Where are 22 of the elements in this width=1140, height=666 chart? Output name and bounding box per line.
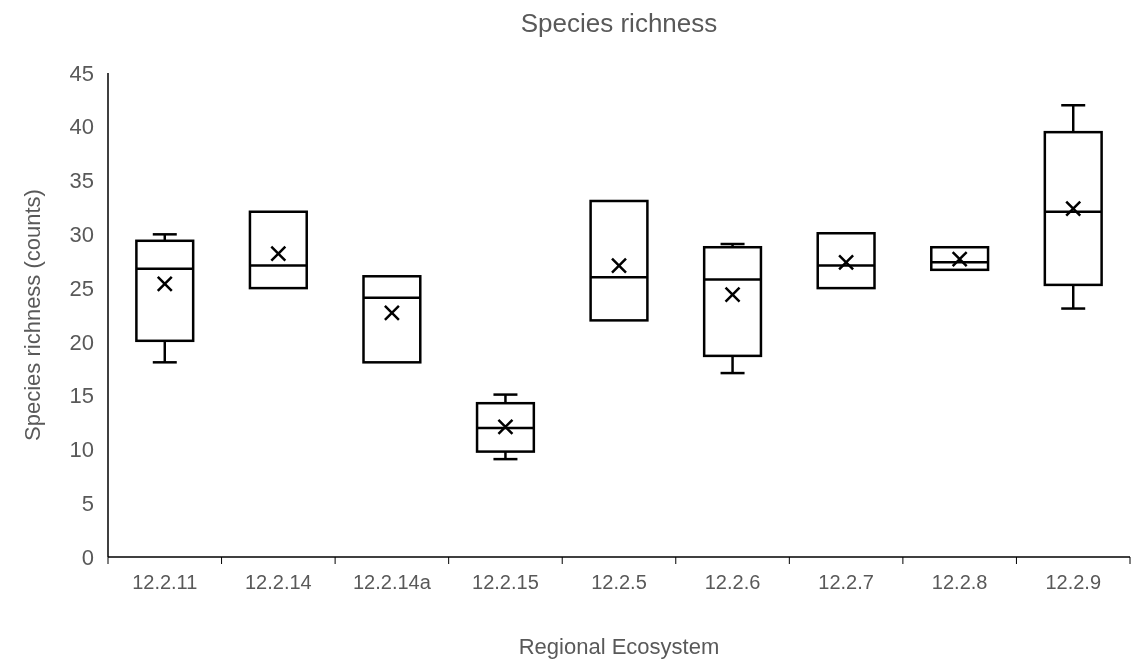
x-tick-label: 12.2.7 (818, 571, 874, 593)
x-tick-label: 12.2.9 (1045, 571, 1102, 593)
y-tick-label: 5 (81, 490, 94, 516)
x-tick-label: 12.2.6 (704, 571, 761, 593)
x-axis-title: Regional Ecosystem (518, 634, 720, 659)
x-tick-label: 12.2.15 (472, 571, 539, 593)
x-tick-label: 12.2.5 (591, 571, 647, 593)
chart-title: Species richness (520, 8, 718, 38)
y-tick-label: 30 (69, 222, 94, 248)
y-tick-label: 25 (69, 275, 94, 301)
y-axis-title: Species richness (counts) (20, 189, 45, 441)
y-tick-label: 20 (69, 329, 94, 355)
y-tick-label: 40 (69, 114, 94, 140)
y-tick-label: 0 (81, 544, 94, 570)
x-tick-label: 12.2.14 (244, 571, 312, 593)
y-tick-label: 10 (69, 437, 94, 463)
x-tick-label: 12.2.11 (132, 571, 198, 593)
y-tick-label: 15 (69, 383, 94, 409)
y-tick-label: 45 (69, 60, 94, 86)
y-tick-label: 35 (69, 168, 94, 194)
x-tick-label: 12.2.14a (352, 571, 432, 593)
x-tick-label: 12.2.8 (931, 571, 988, 593)
